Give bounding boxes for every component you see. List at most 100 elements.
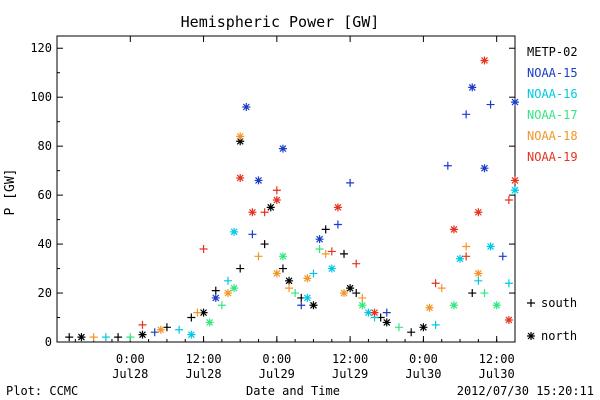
data-point-north <box>230 284 239 293</box>
data-point-north <box>254 176 263 185</box>
x-axis-label: Date and Time <box>246 384 340 398</box>
x-tick-label-time: 12:00 <box>479 352 515 366</box>
data-point-north <box>278 144 287 153</box>
data-point-south <box>352 259 361 268</box>
data-point-south <box>480 289 489 298</box>
x-tick-label-date: Jul29 <box>332 367 368 381</box>
data-point-south <box>285 284 294 293</box>
data-point-north <box>456 254 465 263</box>
legend-entry: NOAA-17 <box>527 108 578 122</box>
data-point-south <box>278 264 287 273</box>
data-point-south <box>126 333 135 342</box>
data-point-north <box>425 303 434 312</box>
plot-frame <box>56 35 516 343</box>
data-point-north <box>205 318 214 327</box>
data-point-south <box>527 299 535 307</box>
data-point-north <box>382 318 391 327</box>
data-point-north <box>278 252 287 261</box>
x-tick-label-time: 12:00 <box>332 352 368 366</box>
data-point-north <box>480 164 489 173</box>
data-point-south <box>358 293 367 302</box>
data-point-south <box>462 110 471 119</box>
data-point-south <box>297 301 306 310</box>
data-point-south <box>248 230 257 239</box>
x-tick-label-time: 0:00 <box>116 352 145 366</box>
data-point-north <box>236 137 245 146</box>
data-point-south <box>407 328 416 337</box>
data-point-north <box>223 289 232 298</box>
y-tick-label: 0 <box>45 335 52 349</box>
data-point-south <box>474 276 483 285</box>
data-point-north <box>309 301 318 310</box>
data-point-north <box>266 203 275 212</box>
data-point-south <box>352 289 361 298</box>
data-point-north <box>480 56 489 65</box>
data-point-south <box>211 286 220 295</box>
y-axis-label: P [GW] <box>3 169 18 216</box>
data-point-south <box>187 313 196 322</box>
data-point-south <box>498 252 507 261</box>
data-point-north <box>340 289 349 298</box>
data-point-north <box>474 208 483 217</box>
data-point-north <box>77 333 86 342</box>
data-point-north <box>370 308 379 317</box>
data-point-north <box>511 176 519 185</box>
data-point-north <box>248 208 257 217</box>
data-point-south <box>114 333 123 342</box>
data-point-north <box>527 332 535 340</box>
data-point-south <box>333 220 342 229</box>
data-point-south <box>340 249 349 258</box>
data-point-north <box>236 173 245 182</box>
data-point-south <box>327 247 336 256</box>
data-point-south <box>236 264 245 273</box>
data-point-north <box>285 276 294 285</box>
data-point-north <box>346 284 355 293</box>
data-point-south <box>260 240 269 249</box>
data-point-north <box>511 98 519 107</box>
data-point-south <box>315 244 324 253</box>
data-point-south <box>193 308 202 317</box>
data-point-south <box>431 320 440 329</box>
data-point-north <box>358 301 367 310</box>
data-point-south <box>504 196 513 205</box>
data-point-north <box>486 242 495 251</box>
data-point-north <box>474 269 483 278</box>
x-tick-label-time: 0:00 <box>262 352 291 366</box>
data-point-south <box>150 328 159 337</box>
legend-entry: METP-02 <box>527 45 578 59</box>
data-point-south <box>431 279 440 288</box>
data-point-north <box>511 186 519 195</box>
y-tick-label: 120 <box>30 41 52 55</box>
data-point-south <box>309 269 318 278</box>
data-point-north <box>419 323 428 332</box>
data-point-south <box>504 279 513 288</box>
data-point-north <box>449 301 458 310</box>
data-point-north <box>272 269 281 278</box>
data-point-north <box>333 203 342 212</box>
data-point-south <box>65 333 74 342</box>
footer-timestamp: 2012/07/30 15:20:11 <box>457 384 594 398</box>
data-point-north <box>236 132 245 141</box>
data-point-south <box>175 325 184 334</box>
marker-legend-label: north <box>541 329 577 343</box>
x-tick-label-date: Jul29 <box>259 367 295 381</box>
x-tick-label-time: 0:00 <box>409 352 438 366</box>
data-point-north <box>315 235 324 244</box>
data-point-north <box>272 196 281 205</box>
legend-entry: NOAA-16 <box>527 87 578 101</box>
data-point-south <box>321 225 330 234</box>
data-point-south <box>394 323 403 332</box>
x-tick-label-date: Jul30 <box>405 367 441 381</box>
data-point-north <box>492 301 501 310</box>
data-point-south <box>291 289 300 298</box>
data-point-south <box>260 208 269 217</box>
data-point-south <box>346 178 355 187</box>
data-point-north <box>468 83 477 92</box>
data-point-south <box>217 301 226 310</box>
data-point-south <box>486 100 495 109</box>
data-point-north <box>242 102 251 111</box>
x-tick-label-time: 12:00 <box>185 352 221 366</box>
data-point-north <box>449 225 458 234</box>
data-point-north <box>504 315 513 324</box>
data-point-north <box>303 274 312 283</box>
